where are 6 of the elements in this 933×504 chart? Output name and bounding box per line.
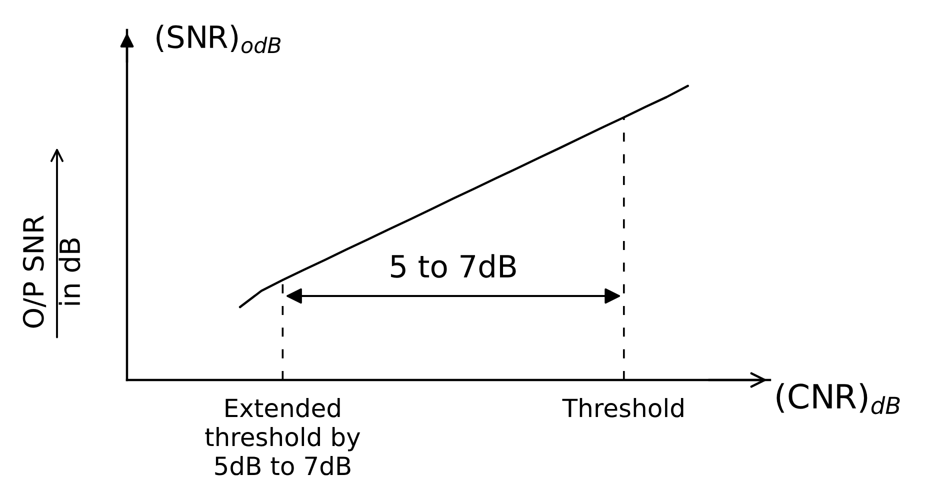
text: O/P SNR in dB [22, 216, 80, 328]
x-tick-label: Extended threshold by 5dB to 7dB [205, 398, 360, 476]
x-axis-title: (CNR)$_{dB}$ [776, 383, 900, 414]
x-tick-label: Threshold [562, 398, 684, 418]
y-axis-title: (SNR)$_{odB}$ [156, 24, 281, 54]
annotation: 5 to 7dB [390, 254, 516, 278]
